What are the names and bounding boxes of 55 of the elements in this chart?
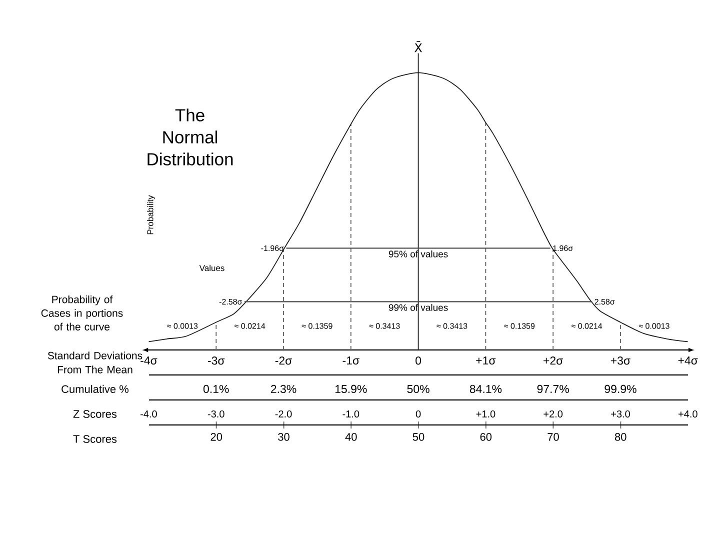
text: 97.7%	[537, 384, 569, 394]
x2-tick-label: 20	[210, 433, 222, 441]
text: 84.1%	[470, 384, 502, 394]
annotation: ≈ 0.0214	[571, 323, 602, 329]
x-tick-label: +1σ	[476, 356, 496, 365]
text: 99.9%	[604, 384, 636, 394]
annotation: -2.58σ	[219, 298, 242, 305]
annotation: ≈ 0.1359	[504, 323, 535, 329]
text: -1.0	[342, 410, 360, 418]
text: Cumulative %	[62, 384, 128, 394]
x-tick-label: -4σ	[140, 356, 158, 365]
text: 15.9%	[335, 384, 367, 394]
annotation: 99% of values	[388, 304, 448, 311]
annotation: -1.96σ	[261, 245, 284, 252]
annotation: ≈ 0.0013	[167, 323, 198, 329]
annotation: ≈ 0.3413	[369, 323, 400, 329]
text: 50%	[407, 384, 430, 394]
annotation: 95% of values	[388, 250, 448, 258]
text: Z Scores	[73, 410, 117, 418]
text: -4.0	[140, 410, 157, 418]
x-axis-title: Standard Deviations From The Mean	[48, 352, 142, 374]
x2-tick-label: 60	[480, 433, 492, 441]
x2-axis-title: T Scores	[73, 435, 117, 443]
text: 2.3%	[271, 384, 296, 394]
ref-line-label: X̄	[414, 40, 422, 52]
annotation: Values	[199, 264, 224, 272]
x-tick-label: -1σ	[342, 356, 360, 365]
text: Probability of Cases in portions of the curve	[41, 295, 123, 330]
annotation: 2.58σ	[594, 298, 615, 305]
annotation: ≈ 0.0214	[234, 323, 266, 329]
x2-tick-label: 80	[614, 433, 626, 441]
x-tick-label: +2σ	[544, 356, 563, 365]
x-tick-label: 0	[416, 356, 422, 365]
text: 0.1%	[203, 384, 229, 394]
x2-tick-label: 70	[548, 433, 559, 441]
text: +1.0	[476, 410, 496, 418]
x-tick-label: -3σ	[208, 356, 225, 365]
text: +3.0	[611, 410, 630, 418]
annotation: ≈ 0.3413	[436, 323, 468, 329]
annotation: 1.96σ	[553, 245, 573, 252]
x2-tick-label: 30	[278, 433, 290, 441]
x-tick-label: +3σ	[610, 356, 630, 365]
x-tick-label: -2σ	[275, 356, 292, 365]
x2-tick-label: 40	[345, 433, 357, 441]
text: -3.0	[208, 410, 224, 418]
x2-tick-label: 50	[412, 433, 424, 441]
text: 0	[416, 410, 421, 418]
text: -2.0	[275, 410, 292, 418]
text: +2.0	[544, 410, 563, 418]
text: +4.0	[678, 410, 698, 418]
annotation: Probability	[147, 195, 155, 234]
text: The Normal Distribution	[148, 108, 233, 166]
annotation: ≈ 0.0013	[638, 323, 670, 329]
annotation: ≈ 0.1359	[302, 323, 332, 329]
x-tick-label: +4σ	[678, 356, 698, 365]
